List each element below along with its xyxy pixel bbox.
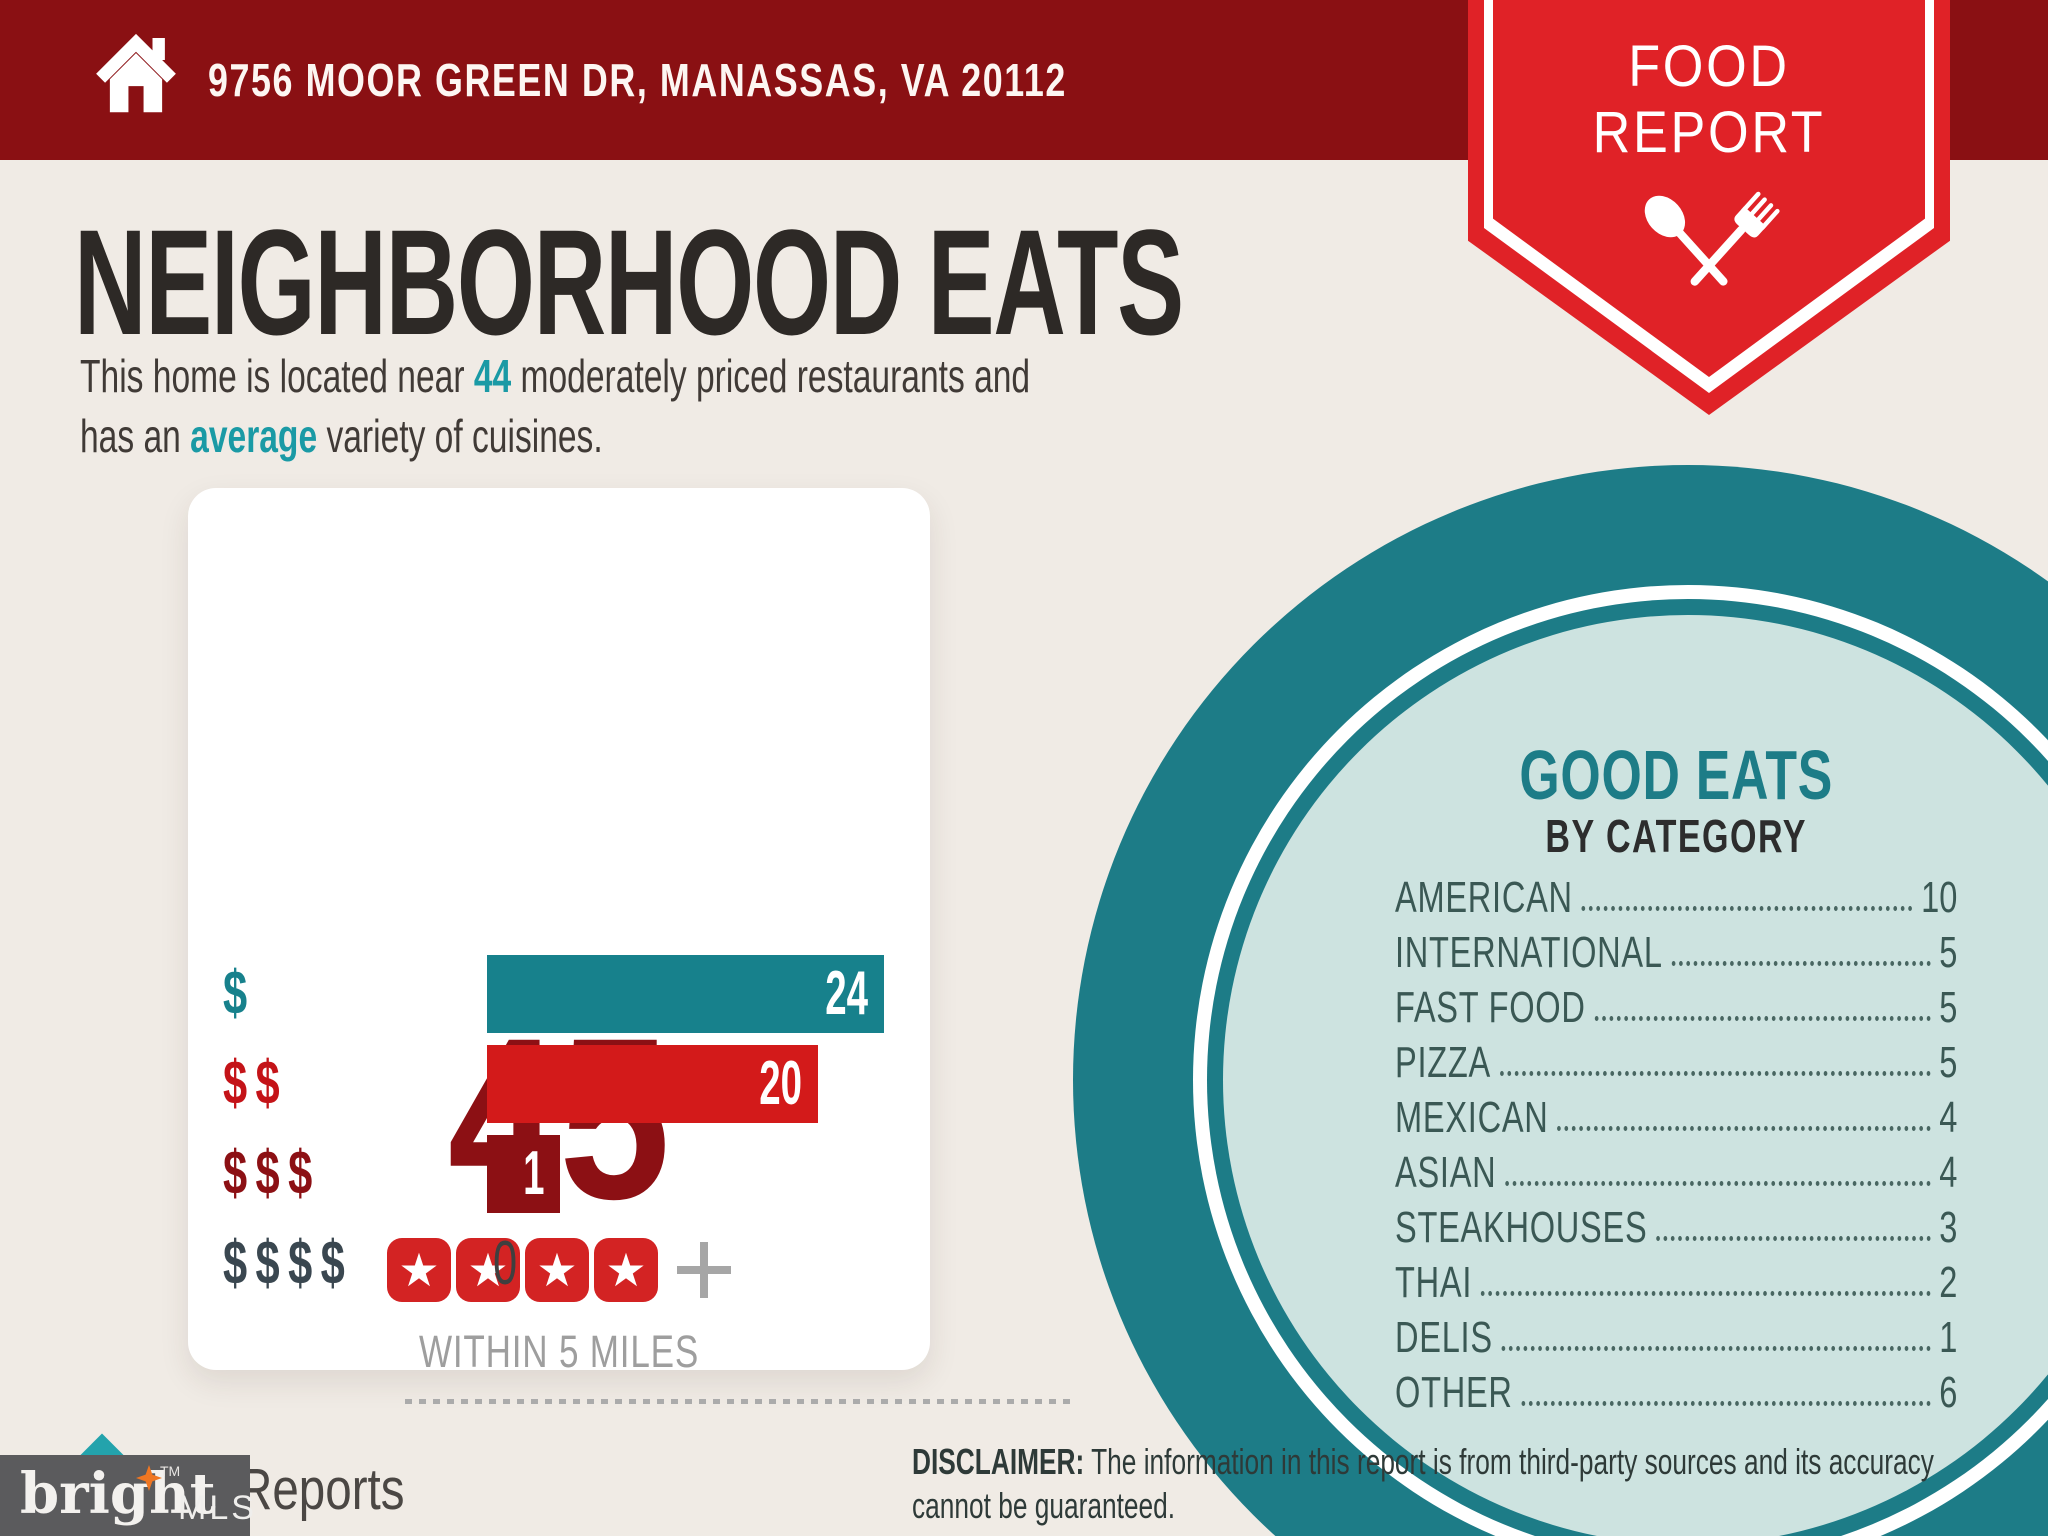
category-row: MEXICAN 4 [1395, 1088, 1957, 1143]
category-count: 5 [1939, 983, 1958, 1032]
dashed-divider [405, 1399, 1072, 1404]
dotted-leader [1521, 1401, 1931, 1406]
subtitle-text: variety of cuisines. [317, 410, 603, 462]
brightmls-mls-text: MLS [178, 1489, 257, 1527]
disclaimer: DISCLAIMER: The information in this repo… [912, 1440, 2007, 1528]
good-eats-title: GOOD EATS [1519, 736, 1834, 814]
price-tier-bar: 24 [487, 955, 884, 1033]
dotted-leader [1557, 1126, 1931, 1131]
price-tier-label: $$$$ [223, 1229, 354, 1298]
dotted-leader [1501, 1346, 1931, 1351]
category-list: AMERICAN 10 INTERNATIONAL 5 FAST FOOD 5 PIZZA 5… [1395, 868, 1957, 1418]
dotted-leader [1481, 1291, 1931, 1296]
category-row: ASIAN 4 [1395, 1143, 1957, 1198]
category-label: DELIS [1395, 1313, 1493, 1362]
food-report-ribbon: FOOD REPORT [1468, 0, 1950, 415]
category-row: INTERNATIONAL 5 [1395, 923, 1957, 978]
category-label: INTERNATIONAL [1395, 928, 1663, 977]
price-tier-bar: 1 [487, 1135, 560, 1213]
category-label: OTHER [1395, 1368, 1513, 1417]
property-address: 9756 MOOR GREEN DR, MANASSAS, VA 20112 [208, 54, 1067, 106]
star-icon: ★ [525, 1238, 589, 1302]
dotted-leader [1505, 1181, 1931, 1186]
ribbon-title: FOOD REPORT [1492, 34, 1926, 166]
category-count: 4 [1939, 1093, 1958, 1142]
price-tier-label: $$$ [223, 1139, 321, 1208]
star-icon: ★ [387, 1238, 451, 1302]
brightmls-watermark: bright TM MLS [0, 1455, 254, 1536]
subtitle-line2: has an average variety of cuisines. [80, 406, 1030, 466]
category-count: 1 [1939, 1313, 1958, 1362]
category-row: OTHER 6 [1395, 1363, 1957, 1418]
category-label: THAI [1395, 1258, 1473, 1307]
category-row: THAI 2 [1395, 1253, 1957, 1308]
price-tier-value: 1 [522, 1139, 544, 1208]
price-tier-row: $$$$ 0 [188, 1225, 930, 1303]
price-tier-bar: 20 [487, 1045, 818, 1123]
price-tier-row: $$ 20 [188, 1045, 930, 1123]
category-label: MEXICAN [1395, 1093, 1549, 1142]
good-eats-panel: GOOD EATS BY CATEGORY AMERICAN 10 INTERNAT… [1395, 738, 1957, 1418]
category-count: 6 [1939, 1368, 1958, 1417]
category-count: 5 [1939, 1038, 1958, 1087]
price-tier-label: $ [223, 959, 256, 1028]
page-title: NEIGHBORHOOD EATS [74, 198, 1184, 366]
price-tier-row: $$$ 1 [188, 1135, 930, 1213]
category-label: STEAKHOUSES [1395, 1203, 1648, 1252]
reports-logo-text: Reports [238, 1457, 405, 1522]
category-count: 4 [1939, 1148, 1958, 1197]
subtitle-text: has an [80, 410, 191, 462]
subtitle-text: This home is located near [80, 350, 474, 402]
good-eats-subtitle: BY CATEGORY [1545, 810, 1807, 862]
dotted-leader [1594, 1016, 1931, 1021]
dotted-leader [1581, 906, 1913, 911]
home-icon [96, 33, 176, 113]
category-count: 3 [1939, 1203, 1958, 1252]
spoon-fork-icon [1644, 191, 1780, 286]
star-icon: ★ [594, 1238, 658, 1302]
category-count: 5 [1939, 928, 1958, 977]
plus-icon [677, 1238, 731, 1302]
price-tier-value: 0 [493, 1229, 518, 1298]
category-label: PIZZA [1395, 1038, 1491, 1087]
brightmls-wordmark: bright [20, 1461, 216, 1527]
subtitle-text: moderately priced restaurants and [511, 350, 1031, 402]
category-count: 10 [1921, 873, 1958, 922]
disclaimer-text: The information in this report is from t… [912, 1441, 1934, 1526]
ribbon-title-line2: REPORT [1592, 100, 1826, 165]
dotted-leader [1671, 961, 1931, 966]
page-subtitle: This home is located near 44 moderately … [80, 346, 1030, 466]
dotted-leader [1499, 1071, 1931, 1076]
radius-label: WITHIN 5 MILES [418, 1326, 700, 1377]
restaurant-count-highlight: 44 [473, 350, 512, 402]
category-row: PIZZA 5 [1395, 1033, 1957, 1088]
restaurant-summary-card: 45 ★★★★ WITHIN 5 MILES $24$$20$$$1$$$$0 [188, 488, 1072, 1404]
category-row: FAST FOOD 5 [1395, 978, 1957, 1033]
price-tier-label: $$ [223, 1049, 289, 1118]
price-tier-row: $24 [188, 955, 930, 1033]
ribbon-title-line1: FOOD [1628, 34, 1790, 99]
category-row: STEAKHOUSES 3 [1395, 1198, 1957, 1253]
variety-highlight: average [190, 410, 318, 462]
category-label: FAST FOOD [1395, 983, 1586, 1032]
star-icon: ★ [456, 1238, 520, 1302]
category-row: AMERICAN 10 [1395, 868, 1957, 923]
subtitle-line1: This home is located near 44 moderately … [80, 346, 1030, 406]
price-tier-value: 20 [759, 1049, 802, 1118]
trademark-symbol: TM [160, 1463, 181, 1479]
disclaimer-label: DISCLAIMER: [912, 1441, 1085, 1482]
category-label: ASIAN [1395, 1148, 1497, 1197]
category-count: 2 [1939, 1258, 1958, 1307]
price-tier-value: 24 [825, 959, 868, 1028]
category-row: DELIS 1 [1395, 1308, 1957, 1363]
dotted-leader [1656, 1236, 1931, 1241]
star-rating: ★ ★ ★ ★ [188, 1238, 930, 1302]
category-label: AMERICAN [1395, 873, 1573, 922]
